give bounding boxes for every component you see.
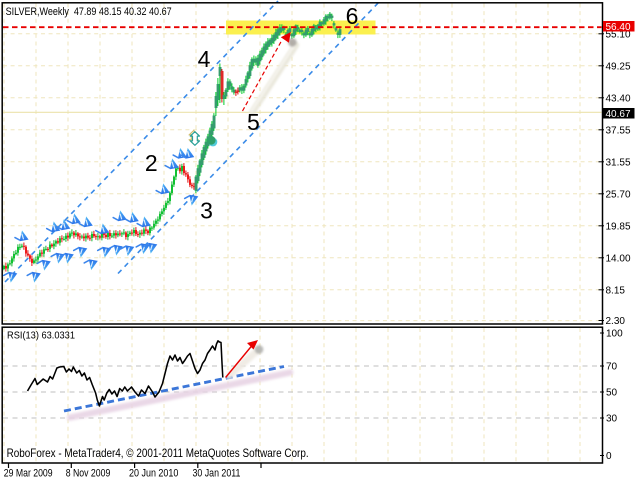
svg-text:RSI(13) 63.0331: RSI(13) 63.0331 [7, 330, 75, 342]
svg-text:30: 30 [606, 414, 618, 425]
svg-text:20 Jun 2010: 20 Jun 2010 [129, 467, 178, 479]
svg-text:56.40: 56.40 [606, 22, 631, 33]
svg-text:14.00: 14.00 [606, 253, 631, 264]
svg-text:43.40: 43.40 [606, 93, 631, 104]
svg-text:31.55: 31.55 [606, 157, 631, 168]
svg-text:100: 100 [606, 329, 623, 340]
svg-text:25.70: 25.70 [606, 189, 631, 200]
svg-text:70: 70 [606, 362, 618, 373]
svg-text:8 Nov 2009: 8 Nov 2009 [66, 467, 111, 479]
svg-text:8.15: 8.15 [606, 285, 626, 296]
svg-text:SILVER,Weekly 47.89 48.15 40.: SILVER,Weekly 47.89 48.15 40.32 40.67 [6, 6, 172, 18]
svg-text:4: 4 [198, 46, 211, 72]
svg-text:37.55: 37.55 [606, 125, 631, 136]
svg-text:RoboForex - MetaTrader4, © 200: RoboForex - MetaTrader4, © 2001-2011 Met… [7, 446, 309, 460]
svg-text:30 Jan 2011: 30 Jan 2011 [193, 467, 241, 479]
svg-text:49.25: 49.25 [606, 61, 631, 72]
svg-text:2.30: 2.30 [606, 316, 626, 327]
svg-text:40.67: 40.67 [606, 109, 631, 120]
svg-text:0: 0 [606, 451, 612, 462]
svg-text:2: 2 [145, 150, 158, 176]
svg-text:5: 5 [247, 109, 260, 135]
svg-text:29 Mar 2009: 29 Mar 2009 [4, 467, 53, 479]
svg-text:55.10: 55.10 [606, 29, 631, 40]
svg-text:50: 50 [606, 388, 618, 399]
svg-text:6: 6 [346, 3, 359, 29]
svg-text:3: 3 [200, 198, 213, 224]
svg-text:19.85: 19.85 [606, 221, 631, 232]
